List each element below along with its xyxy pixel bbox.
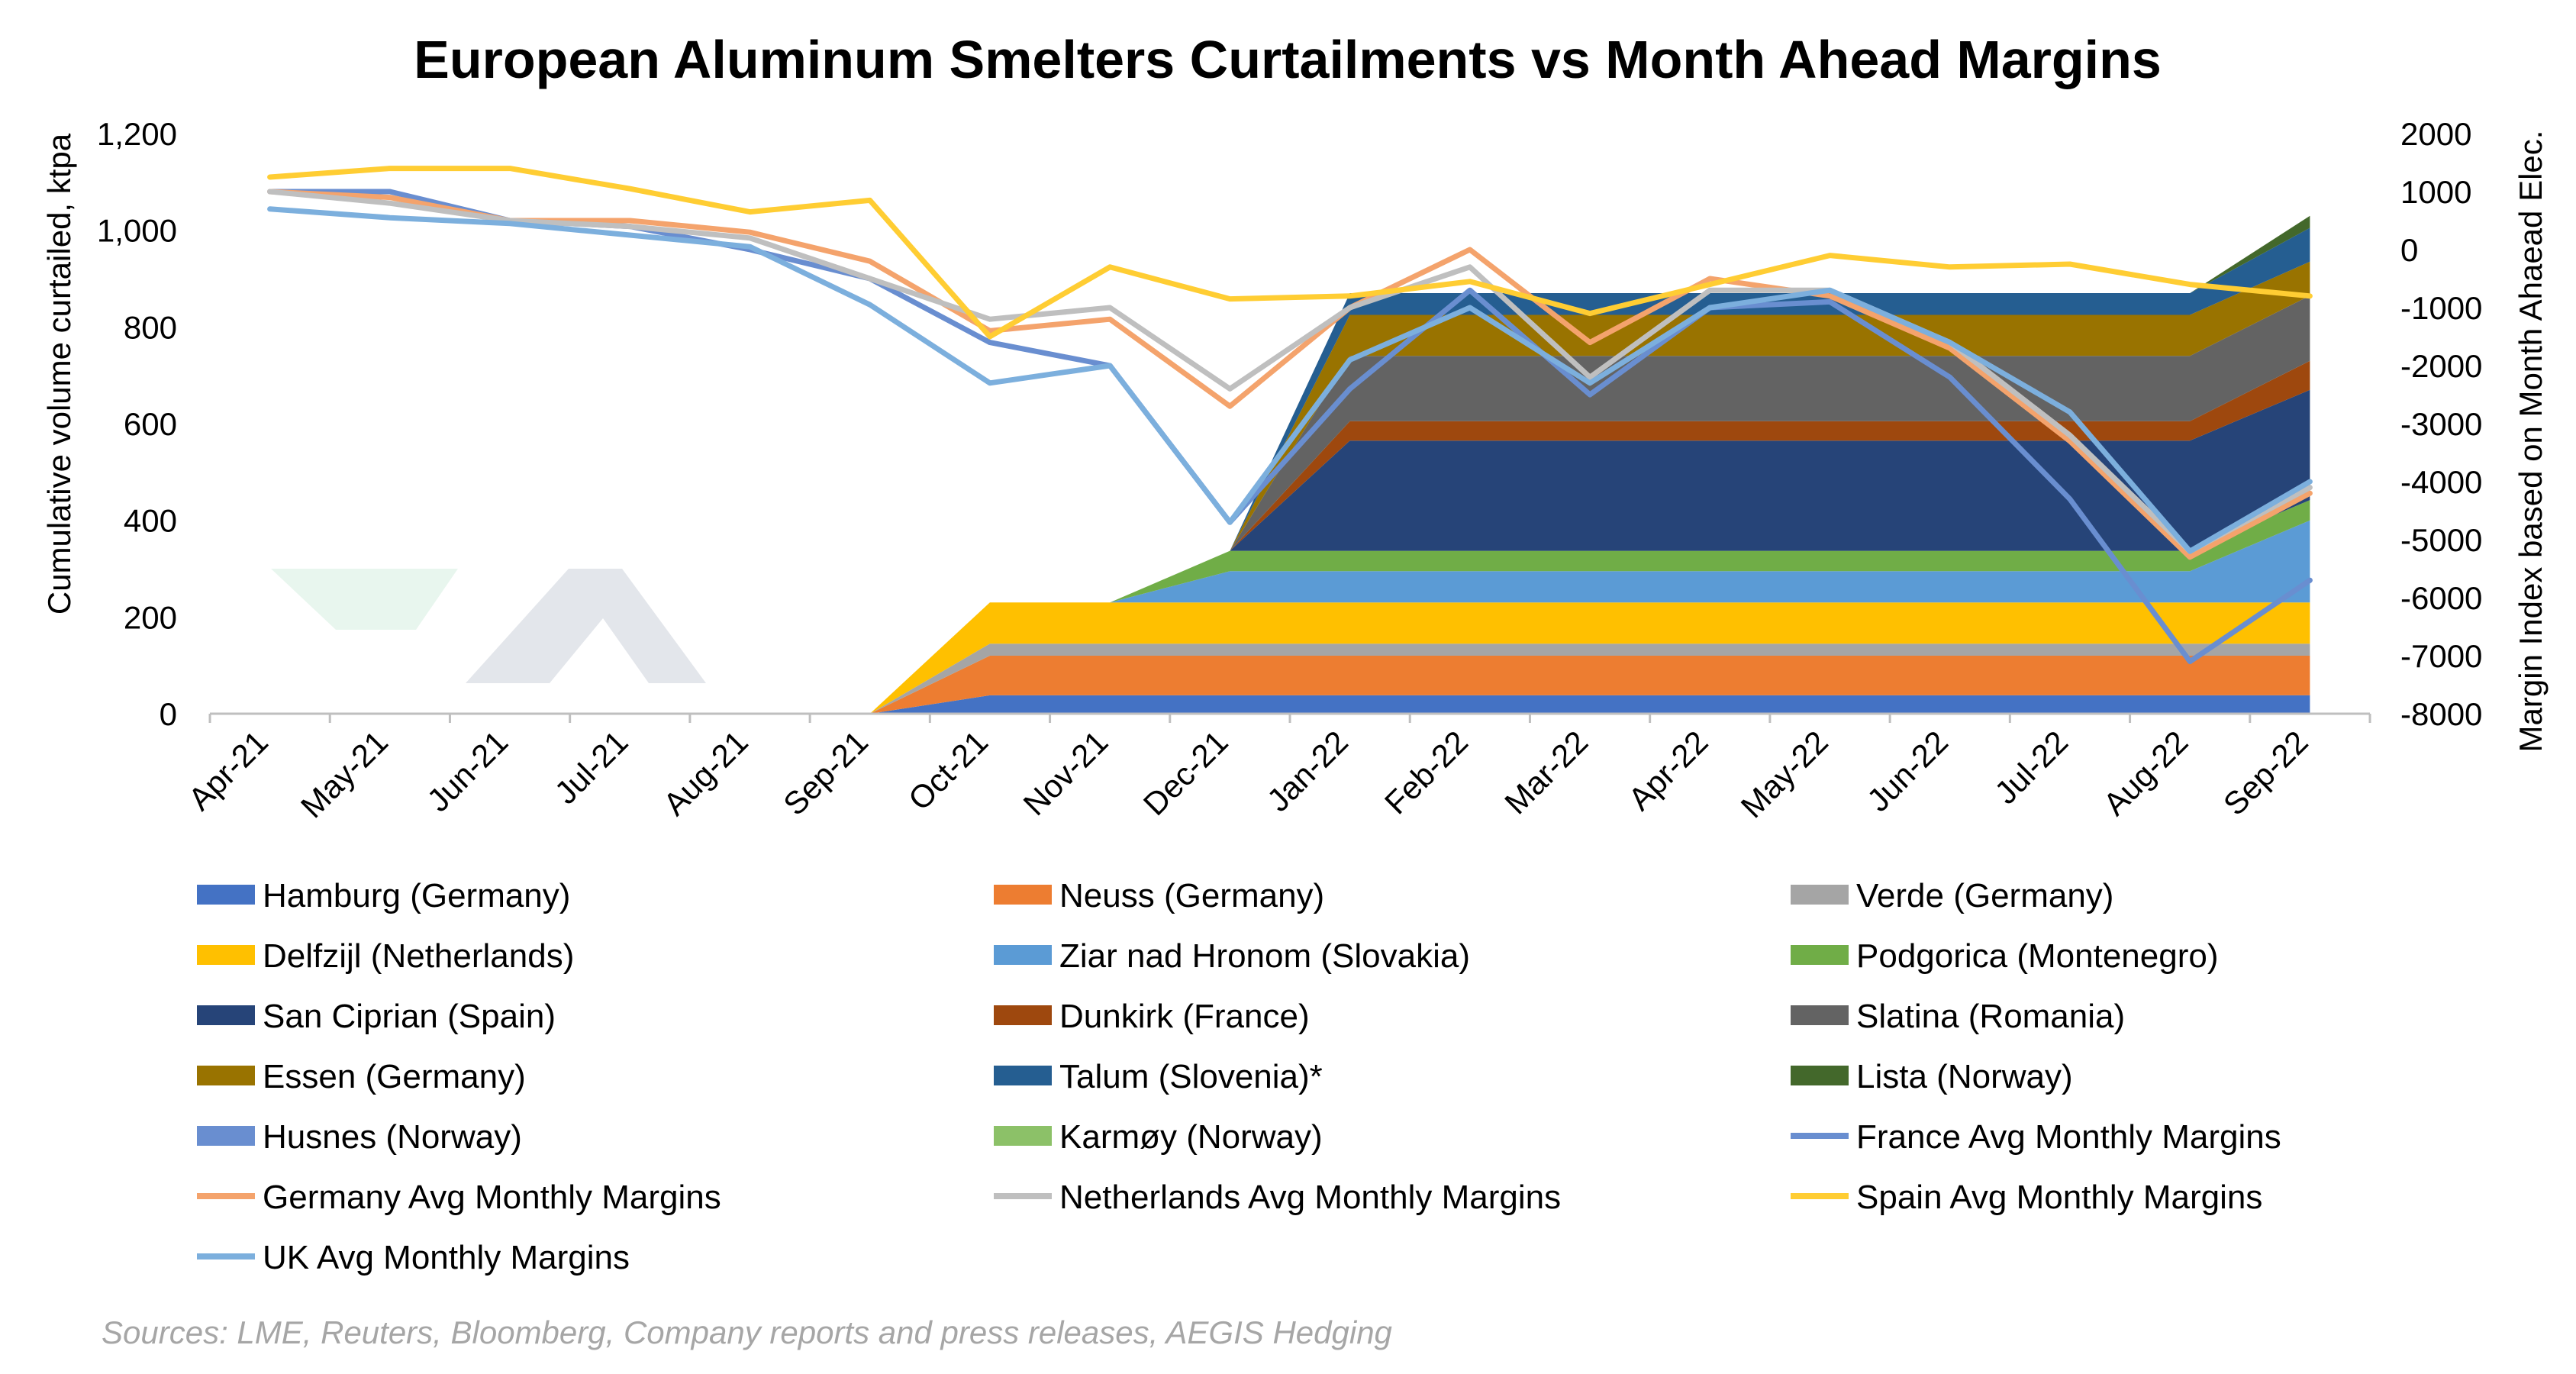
legend-swatch	[197, 885, 255, 905]
legend-label: Hamburg (Germany)	[263, 877, 570, 914]
legend-label: Germany Avg Monthly Margins	[263, 1179, 721, 1216]
y-tick-label: 1,200	[97, 116, 177, 152]
line-series-4	[267, 206, 2313, 554]
x-tick-label: Sep-22	[2217, 724, 2315, 822]
x-tick-label: Jul-21	[548, 724, 635, 811]
watermark-logo	[271, 569, 706, 683]
legend-label: Podgorica (Montenegro)	[1856, 937, 2218, 975]
legend-swatch	[994, 945, 1052, 965]
y2-tick-label: -4000	[2400, 464, 2482, 500]
area-series-3	[269, 602, 2310, 714]
area-series-5	[269, 500, 2310, 714]
x-tick-label: May-22	[1734, 724, 1835, 824]
legend-swatch	[994, 1126, 1052, 1146]
legend: Hamburg (Germany) Neuss (Germany) Verde (G…	[197, 877, 2281, 1276]
source-note: Sources: LME, Reuters, Bloomberg, Compan…	[102, 1314, 1392, 1350]
line-series-3	[267, 166, 2313, 340]
y2-tick-label: 0	[2400, 232, 2418, 268]
x-tick-label: Jun-21	[420, 724, 514, 818]
y2-tick-label: -2000	[2400, 348, 2482, 384]
watermark-logo-right-shape	[466, 569, 706, 683]
x-tick-label: May-21	[294, 724, 395, 824]
y2-tick-label: 2000	[2400, 116, 2471, 152]
y2-tick-label: 1000	[2400, 174, 2471, 210]
legend-swatch	[1791, 1005, 1849, 1025]
x-tick-label: Oct-21	[901, 724, 995, 817]
legend-label: Karmøy (Norway)	[1059, 1118, 1323, 1156]
legend-label: France Avg Monthly Margins	[1856, 1118, 2281, 1156]
y2-tick-label: -3000	[2400, 406, 2482, 442]
legend-swatch	[1791, 945, 1849, 965]
y2-tick-label: -1000	[2400, 290, 2482, 326]
legend-swatch	[197, 1005, 255, 1025]
legend-swatch	[1791, 885, 1849, 905]
x-tick-label: Aug-21	[656, 724, 755, 822]
x-tick-label: Nov-21	[1017, 724, 1115, 822]
y2-tick-label: -7000	[2400, 638, 2482, 674]
x-tick-label: Feb-22	[1378, 724, 1475, 821]
legend-label: Dunkirk (France)	[1059, 998, 1310, 1035]
x-tick-label: Mar-22	[1498, 724, 1594, 821]
y2-tick-label: -5000	[2400, 522, 2482, 558]
legend-swatch	[994, 1066, 1052, 1085]
x-tick-label: Dec-21	[1136, 724, 1235, 822]
x-tick-label: Apr-22	[1621, 724, 1714, 817]
legend-swatch	[994, 885, 1052, 905]
legend-label: Delfzijl (Netherlands)	[263, 937, 574, 975]
legend-label: Husnes (Norway)	[263, 1118, 522, 1156]
y-tick-label: 200	[124, 599, 177, 635]
x-tick-label: Aug-22	[2097, 724, 2195, 822]
legend-swatch	[197, 1066, 255, 1085]
legend-label: Essen (Germany)	[263, 1058, 526, 1095]
line-series-1	[267, 189, 2313, 560]
legend-label: Verde (Germany)	[1856, 877, 2113, 914]
legend-label: Ziar nad Hronom (Slovakia)	[1059, 937, 1470, 975]
y-axis-label: Cumulative volume curtailed, ktpa	[41, 133, 77, 614]
legend-label: UK Avg Monthly Margins	[263, 1239, 630, 1276]
line-series-2	[267, 189, 2313, 554]
legend-swatch	[197, 1126, 255, 1146]
y-tick-label: 800	[124, 309, 177, 345]
legend-label: Spain Avg Monthly Margins	[1856, 1179, 2262, 1216]
legend-label: Neuss (Germany)	[1059, 877, 1324, 914]
y-tick-label: 1,000	[97, 213, 177, 249]
legend-label: Lista (Norway)	[1856, 1058, 2073, 1095]
y2-tick-label: -6000	[2400, 580, 2482, 616]
area-series-8	[269, 295, 2310, 714]
legend-swatch	[994, 1005, 1052, 1025]
area-series-2	[269, 643, 2310, 714]
legend-swatch	[1791, 1066, 1849, 1085]
legend-swatch	[197, 945, 255, 965]
watermark-logo-left-shape	[271, 569, 458, 630]
x-tick-label: Sep-21	[776, 724, 875, 822]
legend-label: Netherlands Avg Monthly Margins	[1059, 1179, 1561, 1216]
y-tick-label: 400	[124, 503, 177, 539]
area-series-6	[269, 389, 2310, 714]
legend-label: Talum (Slovenia)*	[1059, 1058, 1323, 1095]
legend-label: Slatina (Romania)	[1856, 998, 2125, 1035]
x-tick-label: Jul-22	[1988, 724, 2075, 811]
y-tick-label: 600	[124, 406, 177, 442]
plot-lines	[267, 166, 2313, 665]
x-tick-label: Jan-22	[1260, 724, 1355, 818]
y2-tick-label: -8000	[2400, 696, 2482, 732]
plot-areas	[269, 215, 2310, 714]
y-tick-label: 0	[160, 696, 177, 732]
x-tick-label: Apr-21	[182, 724, 275, 817]
area-series-1	[269, 656, 2310, 714]
chart-title: European Aluminum Smelters Curtailments …	[414, 30, 2162, 89]
y2-axis-label: Margin Index based on Month Ahaead Elec.	[2513, 131, 2549, 753]
area-series-0	[269, 695, 2310, 714]
x-tick-label: Jun-22	[1860, 724, 1955, 818]
legend-label: San Ciprian (Spain)	[263, 998, 556, 1035]
